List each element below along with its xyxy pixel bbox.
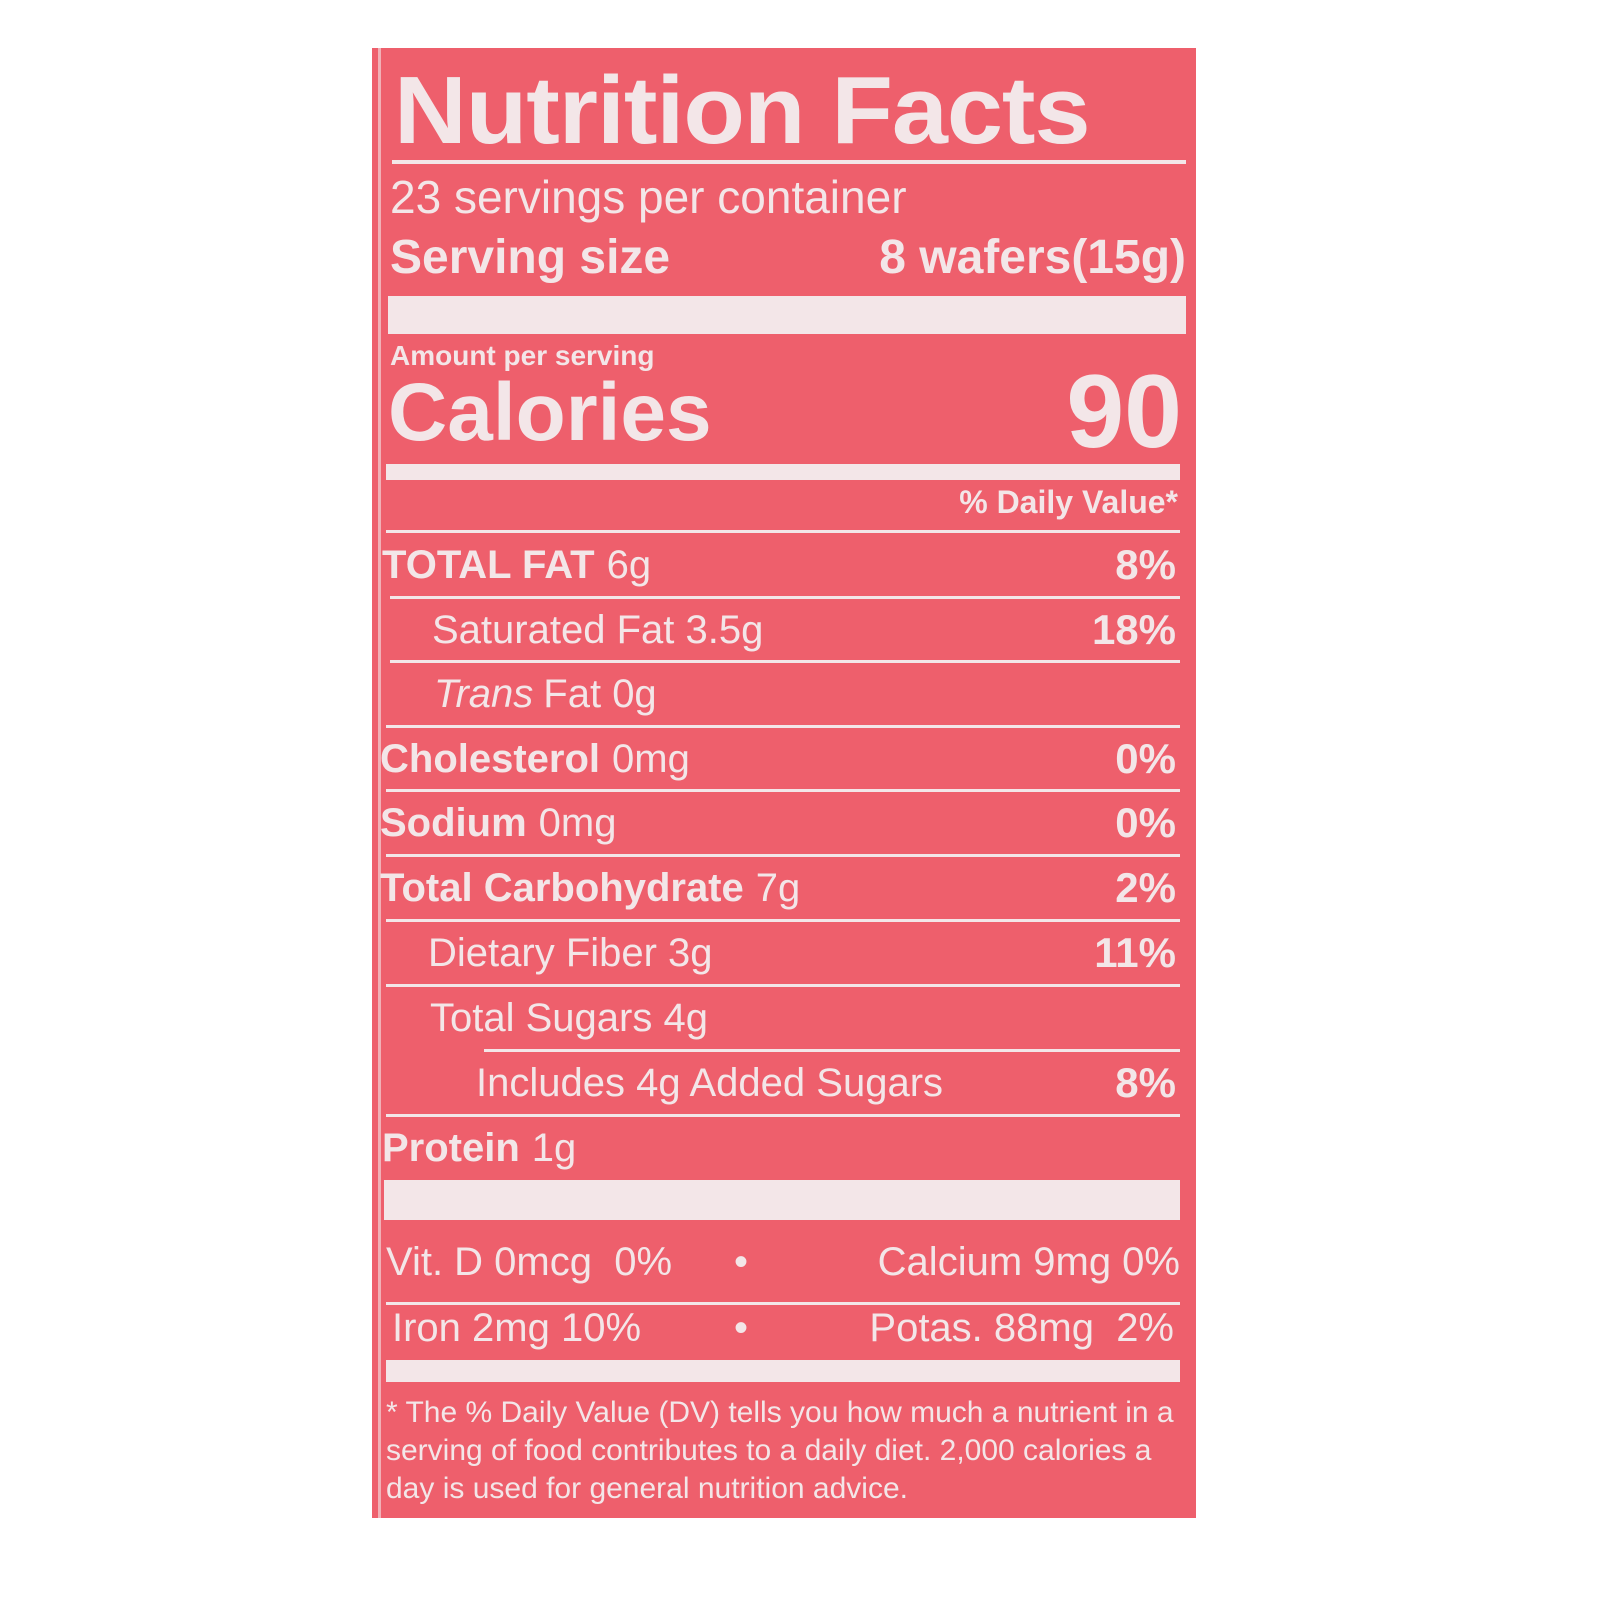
nutrient-row-trans-fat: Trans Fat 0g xyxy=(434,662,1176,726)
thick-divider xyxy=(388,296,1186,334)
divider xyxy=(386,725,1180,728)
nutrient-name: Trans xyxy=(434,671,534,716)
nutrient-name: Total Sugars 4g xyxy=(430,995,708,1040)
nutrient-row-total-carbohydrate: Total Carbohydrate 7g 2% xyxy=(380,856,1176,920)
calcium-text: Calcium 9mg 0% xyxy=(877,1240,1180,1284)
iron-text: Iron 2mg 10% xyxy=(392,1306,642,1350)
nutrient-amount: 6g xyxy=(606,542,652,587)
nutrient-row-sodium: Sodium 0mg 0% xyxy=(380,791,1176,855)
footnote: * The % Daily Value (DV) tells you how m… xyxy=(386,1396,1174,1505)
nutrient-dv: 8% xyxy=(1115,1059,1176,1106)
divider xyxy=(386,1114,1180,1117)
divider xyxy=(484,1049,1180,1052)
serving-size-value: 8 wafers(15g) xyxy=(879,231,1186,284)
nutrient-dv: 11% xyxy=(1094,929,1176,976)
divider xyxy=(386,789,1180,792)
servings-per-container: 23 servings per container xyxy=(390,171,907,223)
nutrient-row-total-sugars: Total Sugars 4g xyxy=(430,986,1176,1050)
nutrient-amount: 7g xyxy=(755,865,801,910)
label-title: Nutrition Facts xyxy=(394,57,1091,164)
nutrient-row-cholesterol: Cholesterol 0mg 0% xyxy=(380,727,1176,791)
nutrient-amount: 1g xyxy=(531,1125,577,1170)
serving-size-label: Serving size xyxy=(390,231,671,284)
nutrient-row-dietary-fiber: Dietary Fiber 3g 11% xyxy=(428,921,1176,985)
nutrient-amount: 0mg xyxy=(538,800,617,845)
calories-value: 90 xyxy=(1066,354,1182,470)
thick-divider xyxy=(384,1180,1180,1220)
bullet-separator: • xyxy=(734,1306,749,1350)
nutrient-name: Dietary Fiber 3g xyxy=(428,930,713,975)
nutrient-name: Cholesterol xyxy=(380,736,601,781)
nutrient-name: Includes 4g Added Sugars xyxy=(476,1060,944,1105)
divider xyxy=(386,984,1180,987)
daily-value-header: % Daily Value* xyxy=(959,484,1178,520)
nutrient-name: TOTAL FAT xyxy=(382,542,595,587)
vitamin-d-text: Vit. D 0mcg 0% xyxy=(386,1240,673,1284)
amount-per-serving: Amount per serving xyxy=(390,340,655,371)
nutrient-dv: 8% xyxy=(1115,541,1176,588)
nutrient-row-protein: Protein 1g xyxy=(382,1116,1176,1180)
divider xyxy=(386,919,1180,922)
nutrient-row-total-fat: TOTAL FAT 6g 8% xyxy=(382,533,1176,597)
calories-label: Calories xyxy=(388,367,712,458)
nutrient-name: Sodium xyxy=(380,800,527,845)
divider xyxy=(386,530,1180,533)
nutrient-amount: 0mg xyxy=(612,736,690,781)
medium-divider xyxy=(386,464,1180,480)
nutrient-amount: Fat 0g xyxy=(543,671,657,716)
divider xyxy=(386,1302,1180,1305)
label-edge-line xyxy=(378,48,381,1518)
divider xyxy=(386,854,1180,857)
nutrient-dv: 0% xyxy=(1115,799,1176,846)
nutrient-name: Total Carbohydrate xyxy=(380,865,744,910)
nutrient-row-saturated-fat: Saturated Fat 3.5g 18% xyxy=(432,598,1176,662)
nutrient-dv: 2% xyxy=(1115,864,1176,911)
divider xyxy=(390,660,1180,663)
nutrient-dv: 0% xyxy=(1115,735,1176,782)
nutrition-facts-label: Nutrition Facts 23 servings per containe… xyxy=(372,48,1196,1518)
nutrient-name: Saturated Fat 3.5g xyxy=(432,607,764,652)
nutrient-row-added-sugars: Includes 4g Added Sugars 8% xyxy=(476,1051,1176,1115)
nutrient-dv: 18% xyxy=(1091,606,1176,653)
divider xyxy=(392,160,1186,164)
nutrient-name: Protein xyxy=(382,1125,520,1170)
potassium-text: Potas. 88mg 2% xyxy=(869,1306,1174,1350)
thick-divider xyxy=(386,1360,1180,1382)
bullet-separator: • xyxy=(734,1240,749,1284)
divider xyxy=(390,596,1180,599)
